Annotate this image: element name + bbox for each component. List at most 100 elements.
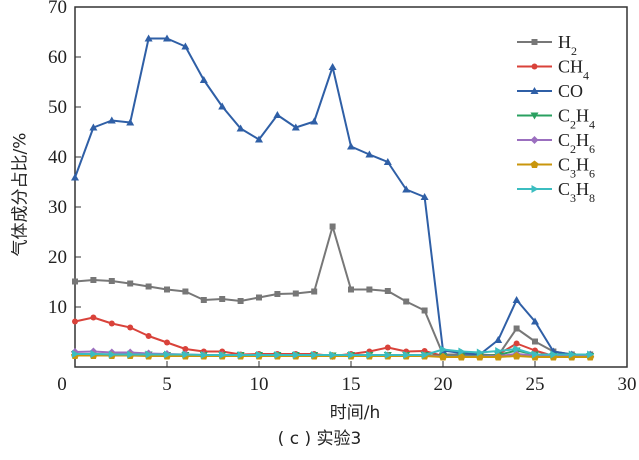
data-point — [311, 351, 319, 359]
data-point — [108, 278, 115, 284]
legend-label: C3H8 — [558, 179, 595, 205]
legend-marker — [530, 160, 539, 168]
legend-marker — [530, 112, 539, 120]
y-tick-label: 60 — [48, 47, 67, 68]
data-point — [495, 347, 503, 355]
data-point — [513, 345, 521, 353]
data-point — [164, 286, 170, 293]
data-point — [72, 278, 78, 285]
x-tick-label: 0 — [57, 374, 67, 395]
data-point — [587, 350, 595, 359]
legend-label: C2H6 — [558, 130, 595, 156]
legend-marker — [531, 185, 539, 193]
legend-marker — [531, 39, 538, 45]
data-point — [182, 288, 189, 295]
data-point — [145, 350, 153, 359]
data-point — [311, 288, 318, 295]
y-tick-label: 70 — [48, 0, 67, 18]
y-tick-label: 10 — [48, 297, 67, 318]
data-point — [163, 34, 171, 42]
data-point — [532, 338, 538, 345]
data-point — [145, 283, 152, 290]
data-point — [403, 351, 411, 359]
data-point — [199, 76, 208, 83]
legend-label: C2H4 — [558, 106, 595, 132]
y-tick-label: 40 — [48, 147, 67, 168]
data-point — [219, 351, 227, 359]
data-point — [218, 102, 227, 110]
series-line — [74, 225, 591, 357]
data-point — [494, 353, 503, 361]
data-point — [513, 340, 520, 347]
legend-item: C3H6 — [517, 155, 595, 181]
x-tick-label: 20 — [434, 374, 453, 395]
data-point — [291, 123, 300, 131]
data-point — [255, 135, 263, 143]
legend-item: C3H8 — [517, 179, 595, 205]
legend-item: CH4 — [517, 57, 589, 83]
data-point — [71, 173, 79, 181]
data-point — [329, 351, 337, 359]
data-point — [108, 320, 115, 327]
x-axis-label: 时间/h — [329, 403, 381, 423]
data-point — [144, 34, 153, 42]
y-tick-label: 30 — [48, 197, 67, 218]
plot-frame — [74, 6, 628, 368]
data-point — [200, 351, 208, 359]
data-point — [532, 350, 539, 359]
data-point — [107, 116, 116, 124]
data-point — [292, 290, 299, 297]
legend-marker — [530, 136, 539, 144]
data-point — [403, 298, 410, 305]
data-point — [531, 317, 539, 325]
series-c3h8 — [72, 345, 595, 359]
legend-label: H2 — [558, 32, 577, 58]
data-point — [513, 325, 520, 332]
data-point — [348, 351, 355, 359]
data-point — [108, 350, 116, 359]
legend-item: H2 — [517, 32, 577, 58]
data-point — [292, 351, 300, 359]
data-point — [256, 351, 263, 359]
data-point — [384, 344, 391, 351]
data-point — [256, 294, 262, 301]
data-point — [329, 223, 336, 230]
data-point — [182, 350, 190, 359]
data-point — [182, 346, 189, 352]
data-point — [127, 280, 134, 287]
data-point — [274, 351, 282, 359]
data-point — [440, 345, 447, 354]
data-point — [164, 339, 170, 346]
data-point — [90, 277, 97, 283]
data-point — [568, 350, 576, 359]
data-point — [127, 324, 134, 331]
legend-item: C2H6 — [517, 130, 595, 156]
data-point — [458, 347, 466, 356]
legend-label: C3H6 — [558, 155, 595, 181]
x-tick-label: 15 — [342, 374, 361, 395]
data-point — [89, 123, 98, 131]
data-point — [347, 142, 355, 150]
data-point — [328, 63, 337, 70]
data-point — [200, 297, 207, 303]
data-point — [550, 350, 558, 359]
data-point — [421, 351, 429, 359]
data-point — [127, 350, 135, 359]
data-point — [476, 348, 484, 357]
legend-marker — [531, 63, 538, 70]
data-point — [90, 314, 97, 321]
data-point — [145, 333, 152, 339]
x-tick-label: 5 — [162, 374, 172, 395]
series-co — [71, 34, 595, 358]
x-tick-label: 10 — [250, 374, 269, 395]
data-point — [72, 318, 78, 325]
data-point — [421, 307, 428, 314]
data-point — [348, 286, 354, 293]
data-point — [384, 288, 391, 294]
data-point — [384, 351, 392, 359]
data-point — [237, 298, 244, 304]
data-point — [494, 336, 503, 343]
data-point — [72, 350, 79, 358]
legend-marker — [530, 87, 539, 94]
